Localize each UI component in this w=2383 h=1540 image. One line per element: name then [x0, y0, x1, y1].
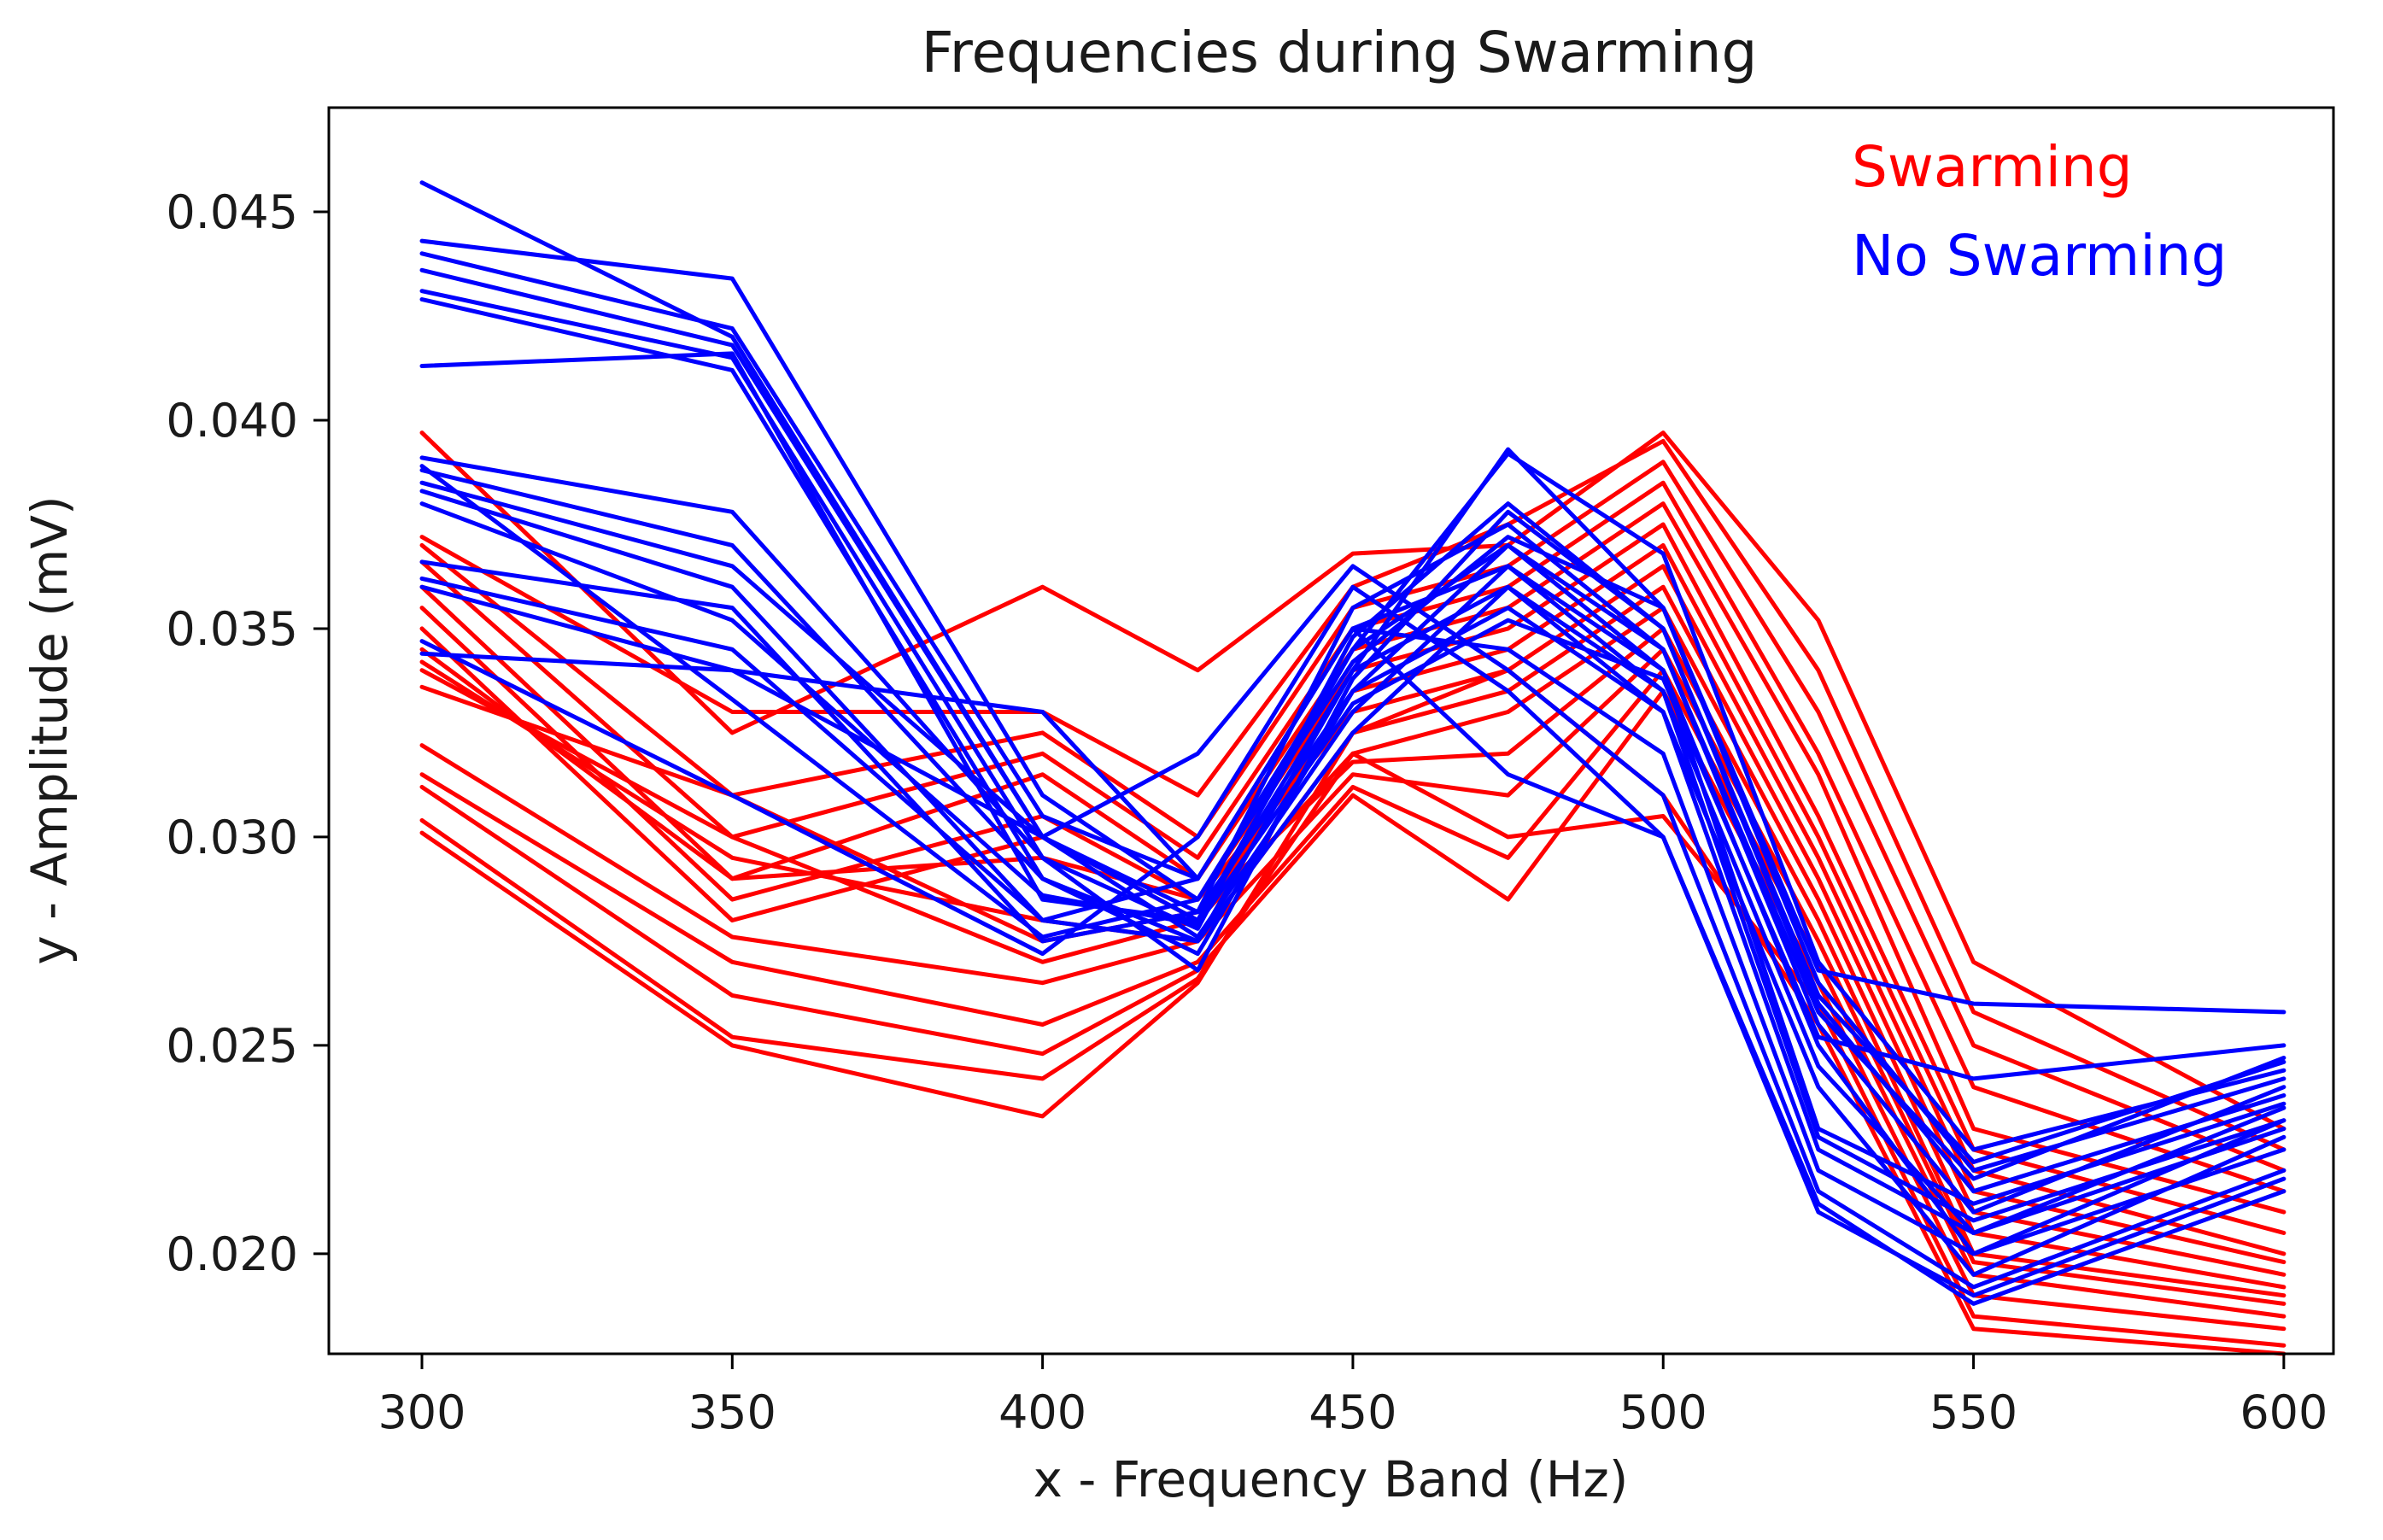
- chart-title: Frequencies during Swarming: [922, 20, 1758, 85]
- swarming-series-line: [419, 460, 2286, 1173]
- x-tick-label: 600: [2240, 1385, 2327, 1439]
- no-swarming-series-line: [419, 626, 2286, 1306]
- no-swarming-series-line: [419, 267, 2286, 1215]
- swarming-series-line: [419, 542, 2286, 1256]
- plot-area-frame: [327, 106, 2335, 1356]
- no-swarming-series-line: [419, 455, 2286, 1164]
- x-axis-ticks: 300 350 400 450 500 550 600: [378, 1354, 2327, 1439]
- plot-lines: [419, 180, 2286, 1356]
- swarming-series-line: [419, 584, 2286, 1277]
- x-axis-title: x - Frequency Band (Hz): [1033, 1450, 1629, 1508]
- x-tick-label: 400: [998, 1385, 1086, 1439]
- y-axis-ticks: 0.020 0.025 0.030 0.035 0.040 0.045: [166, 185, 329, 1281]
- no-swarming-series-line: [419, 564, 2286, 1290]
- swarming-series-line: [419, 647, 2286, 1306]
- legend: Swarming No Swarming: [1852, 134, 2227, 289]
- no-swarming-series-line: [419, 501, 2286, 1081]
- x-tick-label: 350: [688, 1385, 776, 1439]
- swarming-series-line: [419, 480, 2286, 1194]
- x-tick-label: 300: [378, 1385, 465, 1439]
- no-swarming-series-line: [419, 559, 2286, 1235]
- y-tick-label: 0.025: [166, 1019, 298, 1073]
- swarming-series-line: [419, 751, 2286, 1348]
- swarming-series-line: [419, 606, 2286, 1290]
- y-tick-label: 0.035: [166, 602, 298, 656]
- y-axis-title: y - Amplitude (mV): [20, 495, 79, 964]
- y-tick-label: 0.045: [166, 185, 298, 239]
- y-tick-label: 0.030: [166, 811, 298, 864]
- x-tick-label: 550: [1929, 1385, 2017, 1439]
- no-swarming-series-line: [419, 464, 2286, 1015]
- x-tick-label: 500: [1619, 1385, 1707, 1439]
- y-tick-label: 0.040: [166, 394, 298, 448]
- swarming-series-line: [419, 688, 2286, 1332]
- legend-entry-no-swarming: No Swarming: [1852, 223, 2227, 289]
- legend-entry-swarming: Swarming: [1852, 134, 2133, 200]
- x-tick-label: 450: [1309, 1385, 1396, 1439]
- y-tick-label: 0.020: [166, 1227, 298, 1281]
- swarming-series-line: [419, 626, 2286, 1298]
